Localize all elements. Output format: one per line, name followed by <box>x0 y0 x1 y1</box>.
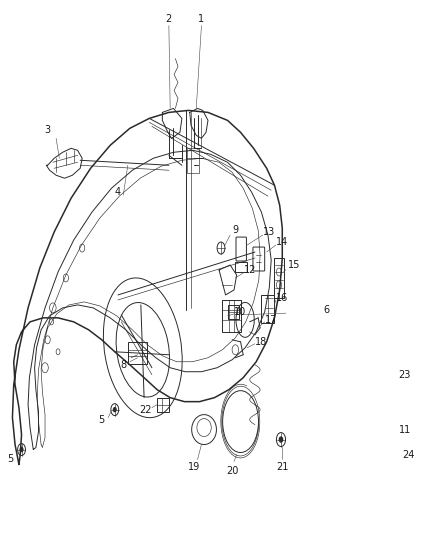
Text: 16: 16 <box>276 293 288 303</box>
Text: 5: 5 <box>99 415 105 425</box>
Text: 19: 19 <box>187 463 200 472</box>
Text: 9: 9 <box>232 225 238 235</box>
Text: 15: 15 <box>288 260 300 270</box>
Text: 14: 14 <box>276 237 288 247</box>
Text: 3: 3 <box>45 125 51 135</box>
Text: 2: 2 <box>166 14 172 23</box>
Text: 21: 21 <box>276 463 289 472</box>
Text: 8: 8 <box>120 360 126 370</box>
Text: 12: 12 <box>244 265 256 275</box>
Text: 18: 18 <box>255 337 268 347</box>
Circle shape <box>113 408 116 411</box>
Text: 24: 24 <box>402 449 414 459</box>
Text: 22: 22 <box>139 405 152 415</box>
Text: 11: 11 <box>399 425 411 434</box>
Text: 20: 20 <box>226 466 239 477</box>
Text: 23: 23 <box>399 370 411 379</box>
Text: 6: 6 <box>324 305 330 315</box>
Text: 1: 1 <box>198 14 205 23</box>
Text: 17: 17 <box>265 315 277 325</box>
Text: 13: 13 <box>263 227 276 237</box>
Text: 10: 10 <box>234 307 247 317</box>
Text: 4: 4 <box>115 187 121 197</box>
Circle shape <box>279 437 283 442</box>
Text: 5: 5 <box>7 455 13 464</box>
Circle shape <box>20 448 23 451</box>
